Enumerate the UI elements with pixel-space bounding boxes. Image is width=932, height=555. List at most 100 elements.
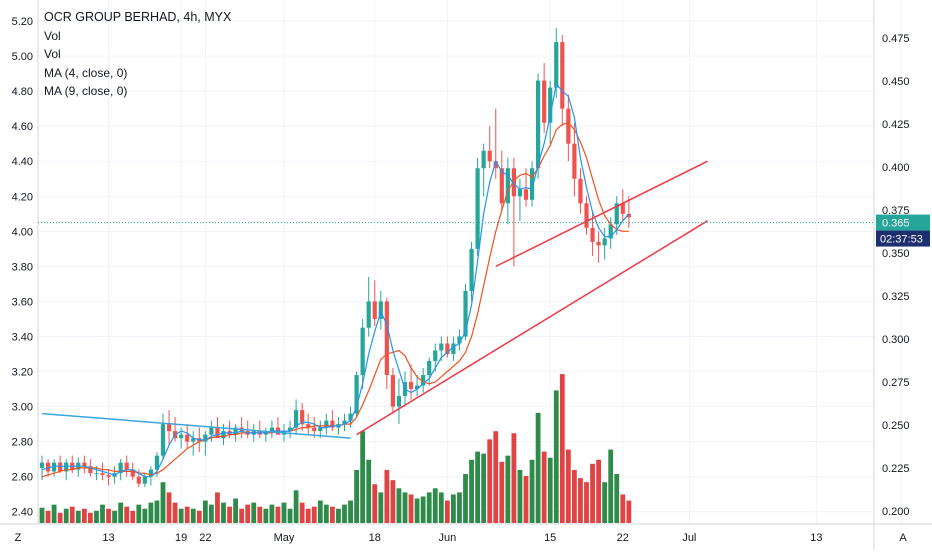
volume-bar <box>547 457 553 523</box>
candle-body <box>82 462 87 467</box>
trend-line <box>356 220 708 436</box>
volume-bar <box>69 506 75 523</box>
candle-body <box>39 462 45 468</box>
candle <box>82 455 87 474</box>
candle <box>584 196 589 235</box>
volume-bar <box>100 504 105 523</box>
candle-body <box>511 168 516 197</box>
volume-bar <box>565 449 571 523</box>
left-tick-label: 3.20 <box>12 367 33 379</box>
candle-body <box>106 474 111 477</box>
candle-body <box>596 241 601 246</box>
candle <box>445 336 450 358</box>
candle <box>548 80 553 144</box>
volume-bar <box>523 476 529 523</box>
candle <box>166 410 172 446</box>
indicator-volume-1[interactable]: Vol <box>44 28 61 43</box>
indicator-volume-2[interactable]: Vol <box>44 47 61 61</box>
volume-bar <box>420 496 426 523</box>
candle <box>457 329 462 351</box>
candle-body <box>408 382 414 390</box>
trend-line <box>41 412 351 439</box>
candle-body <box>614 203 619 225</box>
volume-bar <box>196 510 202 523</box>
zoom-reset-button[interactable]: Z <box>15 532 22 544</box>
candle <box>378 290 383 330</box>
candle-body <box>578 178 583 204</box>
candle-body <box>124 462 129 470</box>
volume-bar <box>584 482 589 523</box>
candle <box>469 241 474 302</box>
volume-bar <box>342 504 347 523</box>
volume-bar <box>251 502 257 523</box>
volume-bar <box>281 502 287 523</box>
time-tick-label: Jun <box>438 532 456 544</box>
volume-bar <box>463 474 468 523</box>
candle-body <box>100 473 105 475</box>
candle <box>560 35 565 127</box>
right-tick-label: 0.375 <box>882 205 910 217</box>
right-tick-label: 0.425 <box>882 119 910 131</box>
right-tick-label: 0.400 <box>882 162 910 174</box>
volume-bar <box>475 451 480 523</box>
indicator-ma-4[interactable]: MA (4, close, 0) <box>44 65 128 80</box>
volume-bar <box>45 510 51 523</box>
volume-bar <box>245 504 251 523</box>
volume-bar <box>124 506 130 523</box>
candle <box>572 122 577 197</box>
volume-bar <box>360 431 366 523</box>
volume-bar <box>541 451 547 523</box>
candle <box>390 368 395 414</box>
last-price-tag-label: 0.365 <box>882 218 910 230</box>
volume-bar <box>233 498 238 523</box>
volume-bar <box>287 508 293 523</box>
candle <box>366 276 371 337</box>
candle <box>614 196 619 235</box>
candle-body <box>584 203 589 228</box>
right-tick-label: 0.350 <box>882 248 910 260</box>
volume-bar <box>190 508 196 523</box>
volume-bar <box>130 510 136 523</box>
volume-bar <box>438 492 444 523</box>
candle <box>287 420 293 439</box>
volume-bar <box>602 482 608 523</box>
candle-body <box>493 161 498 169</box>
candle-body <box>378 301 383 319</box>
volume-bar <box>402 492 408 523</box>
volume-bar <box>106 508 111 523</box>
volume-bar <box>88 512 93 523</box>
grid <box>38 0 902 524</box>
volume-bar <box>305 508 311 523</box>
volume-bar <box>317 500 323 523</box>
chart-legend: OCR GROUP BERHAD, 4h, MYX Vol Vol MA (4,… <box>44 8 231 101</box>
indicator-ma-9[interactable]: MA (9, close, 0) <box>44 84 128 98</box>
volume-bar <box>608 449 614 523</box>
right-tick-label: 0.250 <box>882 420 910 432</box>
volume-bar <box>112 510 117 523</box>
candle <box>76 457 81 477</box>
candle <box>427 357 432 386</box>
candle-body <box>554 42 559 88</box>
candle-body <box>154 455 160 470</box>
volume-bar <box>590 463 595 523</box>
candle-body <box>221 431 226 439</box>
price-tags: 0.365 02:37:53 <box>876 214 930 247</box>
candle-body <box>602 238 607 246</box>
candles <box>39 28 631 488</box>
candle <box>433 343 438 372</box>
auto-scale-button[interactable]: A <box>899 532 907 544</box>
symbol-title[interactable]: OCR GROUP BERHAD, 4h, MYX <box>44 10 232 24</box>
volume-bar <box>505 455 511 523</box>
candle-body <box>451 343 456 355</box>
candle <box>451 336 456 362</box>
volume-bar <box>451 494 456 523</box>
candle-body <box>269 427 274 432</box>
candle-body <box>427 361 432 376</box>
volume-bar <box>481 453 487 523</box>
volume-bar <box>535 412 541 523</box>
candle <box>354 371 359 418</box>
candle <box>608 217 613 249</box>
time-tick-label: May <box>274 532 295 544</box>
